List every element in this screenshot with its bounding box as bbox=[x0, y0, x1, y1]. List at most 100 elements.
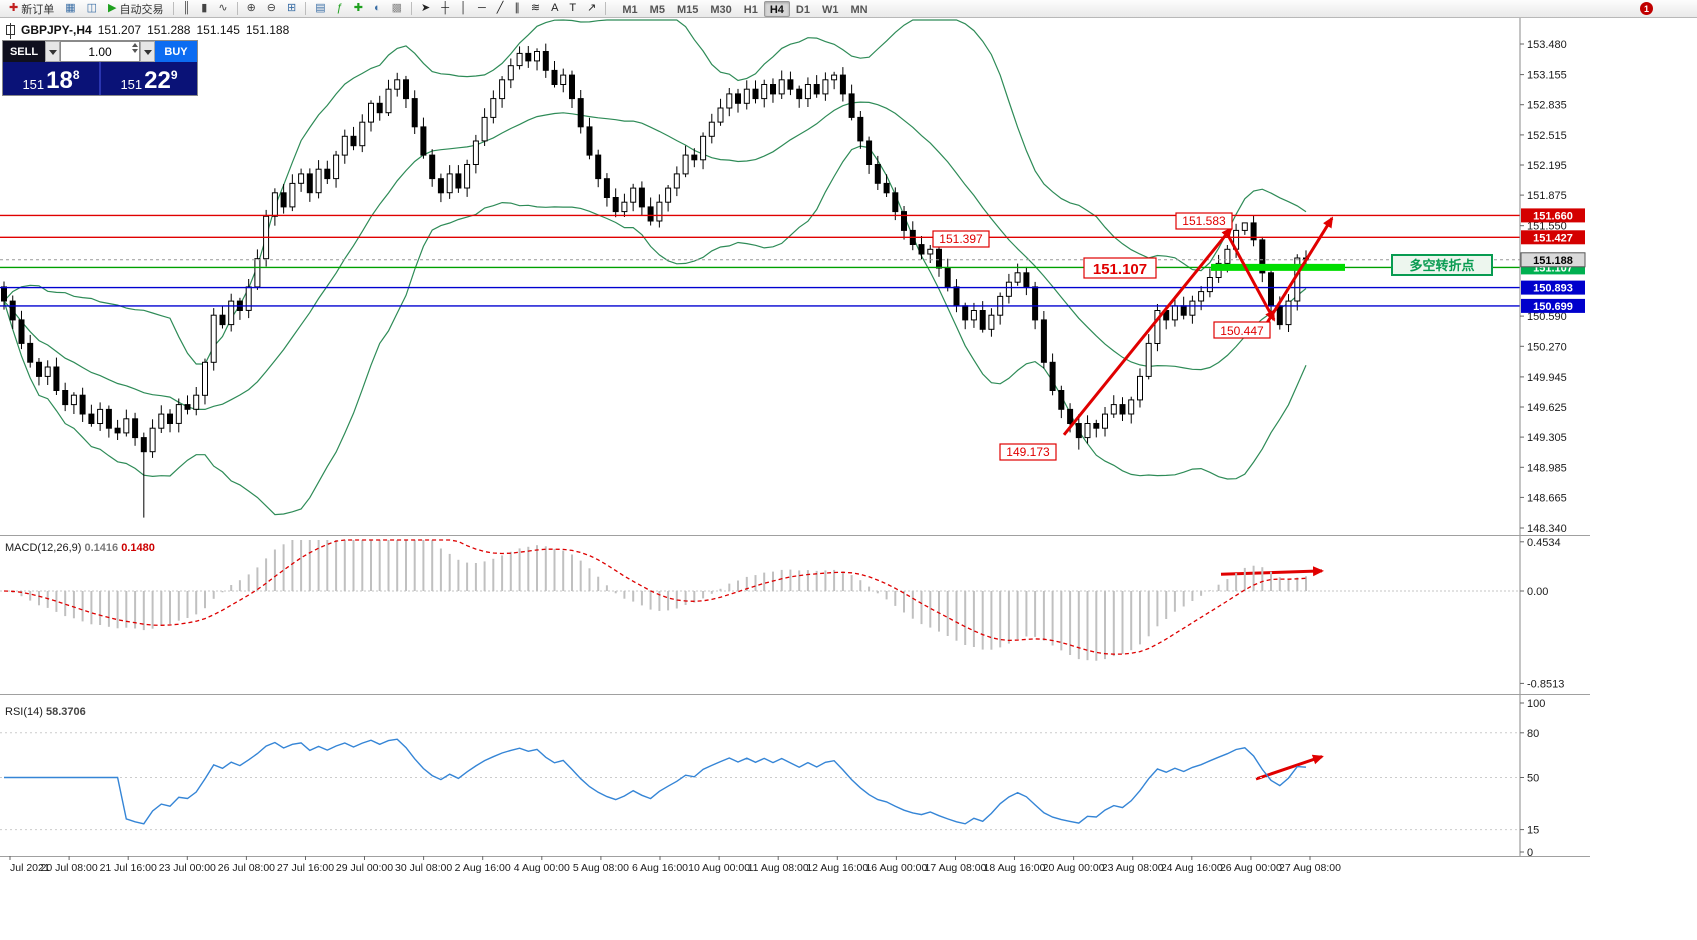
ohlc-low: 151.145 bbox=[196, 23, 240, 37]
time-tick-label: 30 Jul 08:00 bbox=[395, 862, 452, 874]
price-tag bbox=[1520, 252, 1586, 268]
profiles-button[interactable]: ◫ bbox=[82, 1, 102, 17]
time-tick-label: 11 Aug 08:00 bbox=[748, 862, 809, 874]
drawings-layer: 151.583 151.397 151.107 150.447 149.173 多空转折点 bbox=[932, 212, 1493, 781]
buy-button[interactable]: BUY bbox=[155, 41, 197, 62]
annotation-box[interactable] bbox=[932, 230, 990, 248]
time-tick-label: 20 Aug 00:00 bbox=[1043, 862, 1105, 874]
horizontal-lines bbox=[0, 214, 1520, 307]
time-tick-label: 10 Aug 00:00 bbox=[688, 862, 750, 874]
volume-spinner[interactable] bbox=[132, 43, 138, 53]
trend-arrow[interactable] bbox=[1255, 754, 1324, 781]
price-tick-label: 148.665 bbox=[1527, 492, 1567, 504]
price-tag-label: 150.893 bbox=[1533, 283, 1573, 295]
crosshair-button[interactable]: ┼ bbox=[436, 1, 454, 17]
zoom-out-button[interactable]: ⊖ bbox=[262, 1, 281, 17]
macd-indicator-panel: MACD(12,26,9) 0.1416 0.1480 0.4534 0.00 -0.… bbox=[0, 537, 1564, 690]
annotation-box[interactable] bbox=[999, 443, 1057, 461]
fibonacci-button[interactable]: ≋ bbox=[526, 1, 545, 17]
add-indicator-button[interactable]: ✚ bbox=[349, 1, 368, 17]
spinner-down-icon bbox=[132, 49, 138, 53]
toolbar-separator bbox=[305, 2, 307, 15]
annotation-label: 149.173 bbox=[1006, 445, 1050, 459]
templates-button[interactable]: ▤ bbox=[310, 1, 330, 17]
price-tick-label: 149.625 bbox=[1527, 402, 1567, 414]
trend-arrow[interactable] bbox=[1264, 216, 1334, 326]
timeframe-mn-button[interactable]: MN bbox=[850, 3, 868, 16]
annotation-box[interactable] bbox=[1083, 257, 1157, 279]
timeframe-m5-button[interactable]: M5 bbox=[649, 3, 665, 16]
trendline-icon: ╱ bbox=[496, 2, 504, 14]
annotation-label: 151.107 bbox=[1093, 261, 1147, 278]
price-axis[interactable]: 153.480 153.155 152.835 152.515 152.195 151.8… bbox=[1519, 18, 1586, 856]
sell-button[interactable]: SELL bbox=[3, 41, 45, 62]
add-indicator-icon: ✚ bbox=[353, 2, 363, 14]
macd-label: MACD(12,26,9) 0.1416 0.1480 bbox=[5, 542, 155, 554]
vertical-line-button[interactable]: │ bbox=[455, 1, 472, 17]
price-tag-label: 150.699 bbox=[1533, 301, 1573, 313]
tile-windows-icon: ⊞ bbox=[287, 2, 297, 14]
timeframe-m1-button[interactable]: M1 bbox=[622, 3, 638, 16]
annotation-box[interactable] bbox=[1175, 212, 1233, 230]
sell-options-dropdown[interactable] bbox=[45, 41, 60, 62]
chart-header: GBPJPY-,H4 151.207 151.288 151.145 151.1… bbox=[6, 23, 289, 39]
macd-axis-label: 0.4534 bbox=[1527, 537, 1561, 549]
trendline-button[interactable]: ╱ bbox=[492, 1, 509, 17]
indicators-button[interactable]: ƒ bbox=[332, 1, 348, 17]
profiles-icon: ◫ bbox=[86, 2, 98, 14]
sell-price-button[interactable]: 151 18 8 bbox=[22, 66, 80, 94]
time-tick-label: 2 Aug 16:00 bbox=[455, 862, 511, 874]
trend-arrow[interactable] bbox=[1226, 234, 1276, 322]
text-icon: A bbox=[551, 2, 559, 14]
vertical-line-icon: │ bbox=[460, 2, 467, 14]
rsi-label: RSI(14) 58.3706 bbox=[5, 706, 86, 718]
channel-button[interactable]: ∥ bbox=[509, 1, 525, 17]
horizontal-line-button[interactable]: ─ bbox=[473, 1, 491, 17]
timeframe-m30-button[interactable]: M30 bbox=[710, 3, 732, 16]
buy-price-button[interactable]: 151 22 9 bbox=[120, 66, 178, 94]
autotrade-button[interactable]: ▶ 自动交易 bbox=[103, 1, 168, 17]
cursor-button[interactable]: ➤ bbox=[416, 1, 435, 17]
price-tick-label: 153.480 bbox=[1527, 39, 1567, 51]
notification-badge[interactable]: 1 bbox=[1640, 2, 1653, 15]
price-tick-label: 151.875 bbox=[1527, 190, 1567, 202]
bar-chart-button[interactable]: ║ bbox=[178, 1, 196, 17]
arrows-button[interactable]: ↗ bbox=[582, 1, 601, 17]
buy-options-dropdown[interactable] bbox=[140, 41, 155, 62]
time-tick-label: 23 Jul 00:00 bbox=[159, 862, 216, 874]
timeframe-h1-button[interactable]: H1 bbox=[743, 3, 758, 16]
timeframe-w1-button[interactable]: W1 bbox=[821, 3, 839, 16]
toolbar-separator bbox=[605, 2, 607, 15]
price-tag bbox=[1521, 208, 1585, 223]
charts-icon: ▦ bbox=[65, 2, 76, 14]
autotrade-label: 自动交易 bbox=[119, 3, 164, 16]
bollinger-bands bbox=[3, 19, 1307, 516]
periods-button[interactable]: ◐ bbox=[369, 1, 386, 17]
zoom-in-icon: ⊕ bbox=[246, 2, 256, 14]
trend-arrow[interactable] bbox=[1062, 227, 1233, 436]
tile-windows-button[interactable]: ⊞ bbox=[282, 1, 301, 17]
volume-input[interactable] bbox=[60, 41, 140, 62]
time-tick-label: 26 Aug 00:00 bbox=[1220, 862, 1282, 874]
price-tick-label: 150.590 bbox=[1527, 311, 1567, 323]
annotation-box[interactable] bbox=[1213, 321, 1271, 339]
toolbar: ✚ 新订单 ▦ ◫ ▶ 自动交易 ║ ▮ ∿ ⊕ ⊖ ⊞ ▤ ƒ ✚ ◐ ▩ ➤ ┼ │ ─ ╱ ∥ ≋ A T ↗ M1 M5 M15 M… bbox=[0, 0, 1697, 18]
timeframe-d1-button[interactable]: D1 bbox=[795, 3, 810, 16]
annotation-box[interactable] bbox=[1391, 254, 1493, 276]
panel-separators[interactable] bbox=[0, 535, 1590, 857]
arrows-icon: ↗ bbox=[587, 2, 597, 14]
horizontal-line-icon: ─ bbox=[477, 2, 486, 14]
text-button[interactable]: A bbox=[546, 1, 563, 17]
charts-button[interactable]: ▦ bbox=[60, 1, 80, 17]
text-label-button[interactable]: T bbox=[564, 1, 581, 17]
scripts-button[interactable]: ▩ bbox=[387, 1, 407, 17]
price-chart: 151.583 151.397 151.107 150.447 149.173 多空转折点… bbox=[0, 18, 1590, 874]
chevron-down-icon bbox=[49, 50, 57, 55]
timeframe-m15-button[interactable]: M15 bbox=[676, 3, 699, 16]
zoom-in-button[interactable]: ⊕ bbox=[242, 1, 261, 17]
new-order-button[interactable]: ✚ 新订单 bbox=[4, 1, 59, 17]
candlestick-chart-button[interactable]: ▮ bbox=[196, 1, 212, 17]
timeframe-h4-button[interactable]: H4 bbox=[763, 0, 790, 17]
line-chart-button[interactable]: ∿ bbox=[213, 1, 232, 17]
